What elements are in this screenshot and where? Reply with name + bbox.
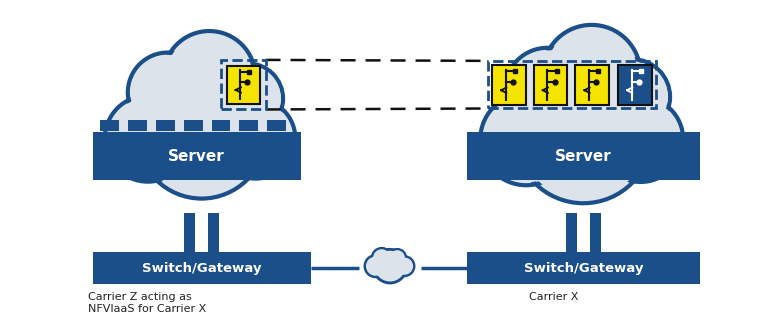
Circle shape — [130, 55, 206, 130]
Bar — [129, 120, 147, 131]
Circle shape — [104, 96, 191, 182]
Text: Switch/Gateway: Switch/Gateway — [523, 261, 643, 275]
Text: Carrier Z acting as
NFVIaaS for Carrier X: Carrier Z acting as NFVIaaS for Carrier … — [87, 292, 206, 313]
Bar — [488, 61, 656, 109]
Circle shape — [505, 48, 590, 133]
Bar — [156, 120, 174, 131]
Bar — [492, 65, 526, 105]
Circle shape — [598, 97, 683, 182]
Circle shape — [137, 70, 266, 199]
Bar — [93, 132, 301, 180]
Circle shape — [481, 94, 572, 185]
Bar — [100, 120, 119, 131]
Circle shape — [365, 256, 386, 276]
Circle shape — [373, 250, 407, 283]
Text: Carrier X: Carrier X — [529, 292, 578, 302]
Text: Switch/Gateway: Switch/Gateway — [142, 261, 261, 275]
Bar — [576, 65, 609, 105]
Bar — [93, 252, 311, 284]
Bar — [618, 65, 652, 105]
Text: Server: Server — [555, 149, 612, 164]
Circle shape — [396, 258, 413, 275]
Circle shape — [108, 98, 189, 179]
Circle shape — [395, 257, 414, 275]
Bar — [185, 213, 196, 252]
Circle shape — [375, 251, 405, 281]
Circle shape — [515, 66, 652, 203]
Circle shape — [545, 28, 638, 120]
Circle shape — [389, 250, 405, 266]
Bar — [184, 120, 203, 131]
Bar — [534, 65, 567, 105]
Bar — [239, 120, 258, 131]
Circle shape — [128, 53, 208, 132]
Circle shape — [372, 249, 391, 267]
Bar — [267, 120, 286, 131]
Circle shape — [507, 50, 587, 130]
Circle shape — [519, 70, 648, 199]
Circle shape — [595, 59, 670, 134]
Circle shape — [213, 63, 283, 134]
Circle shape — [163, 31, 256, 123]
Circle shape — [542, 25, 640, 123]
Circle shape — [373, 249, 390, 266]
Bar — [467, 132, 700, 180]
Circle shape — [218, 101, 293, 176]
Circle shape — [366, 257, 385, 276]
Bar — [212, 120, 231, 131]
Circle shape — [601, 99, 681, 179]
Bar — [227, 66, 259, 104]
Circle shape — [216, 99, 295, 179]
Circle shape — [390, 250, 405, 265]
Circle shape — [141, 73, 263, 195]
Bar — [208, 213, 219, 252]
Circle shape — [483, 96, 569, 182]
Text: Server: Server — [168, 149, 225, 164]
Bar — [221, 60, 266, 110]
Bar — [467, 252, 700, 284]
Circle shape — [214, 66, 281, 132]
Circle shape — [597, 62, 668, 132]
Bar — [590, 213, 601, 252]
Bar — [566, 213, 577, 252]
Circle shape — [166, 34, 252, 120]
